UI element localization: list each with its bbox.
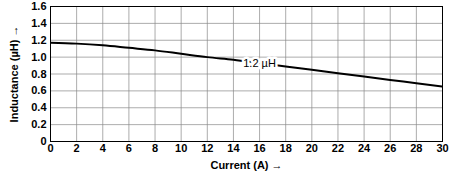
svg-text:28: 28 [410,142,422,154]
svg-text:1.0: 1.0 [31,51,46,63]
svg-text:22: 22 [332,142,344,154]
svg-text:24: 24 [358,142,371,154]
svg-text:8: 8 [152,142,158,154]
svg-text:10: 10 [175,142,187,154]
svg-text:30: 30 [436,142,448,154]
svg-text:0.2: 0.2 [31,118,46,130]
svg-text:12: 12 [201,142,213,154]
svg-text:0.8: 0.8 [31,68,46,80]
svg-text:16: 16 [253,142,265,154]
svg-text:2: 2 [74,142,80,154]
svg-text:26: 26 [384,142,396,154]
svg-text:0: 0 [40,135,46,147]
svg-text:0.6: 0.6 [31,84,46,96]
svg-text:1.2 µH: 1.2 µH [243,57,276,69]
svg-text:6: 6 [126,142,132,154]
svg-text:4: 4 [100,142,107,154]
svg-text:0.4: 0.4 [31,101,47,113]
svg-text:Inductance (µH) →: Inductance (µH) → [8,26,20,123]
svg-text:20: 20 [306,142,318,154]
svg-text:0: 0 [47,142,53,154]
svg-text:Current (A) →: Current (A) → [210,159,282,171]
svg-text:1.6: 1.6 [31,0,46,12]
svg-text:1.2: 1.2 [31,34,46,46]
svg-text:1.4: 1.4 [31,17,47,29]
svg-text:18: 18 [280,142,292,154]
svg-text:14: 14 [227,142,240,154]
